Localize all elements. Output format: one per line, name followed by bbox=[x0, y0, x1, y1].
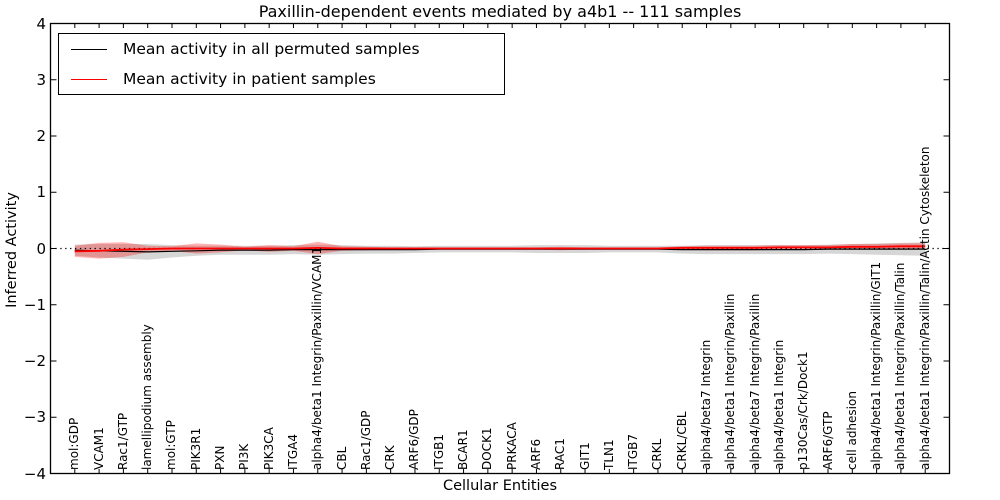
legend-label-permuted: Mean activity in all permuted samples bbox=[123, 40, 420, 58]
x-tick-label: alpha4/beta1 Integrin bbox=[771, 339, 786, 470]
x-tick-label: mol:GTP bbox=[164, 419, 179, 470]
x-tick-label: ITGB7 bbox=[626, 433, 641, 470]
x-tick-label: PXN bbox=[213, 445, 228, 470]
x-tick-label: PI3K bbox=[237, 443, 252, 470]
x-tick-label: DOCK1 bbox=[480, 426, 495, 470]
x-tick-label: PIK3CA bbox=[261, 426, 276, 470]
x-tick-label: lamellipodium assembly bbox=[140, 323, 155, 470]
x-tick-label: ARF6/GDP bbox=[407, 408, 422, 470]
x-tick-label: alpha4/beta7 Integrin bbox=[699, 339, 714, 470]
x-axis-label: Cellular Entities bbox=[442, 478, 558, 494]
legend-line-sample-permuted bbox=[71, 48, 107, 50]
y-tick-label: 4 bbox=[36, 14, 46, 33]
x-tick-label: TLN1 bbox=[601, 438, 616, 470]
x-tick-label: alpha4/beta1 Integrin/Paxillin/GIT1 bbox=[869, 261, 884, 470]
y-tick-label: 0 bbox=[36, 239, 46, 258]
x-tick-label: p130Cas/Crk/Dock1 bbox=[796, 350, 811, 470]
legend-item-permuted: Mean activity in all permuted samples bbox=[59, 37, 504, 61]
x-tick-label: CRKL bbox=[650, 438, 665, 470]
mean-line-series-1 bbox=[74, 245, 926, 253]
x-tick-label: CRKL/CBL bbox=[674, 410, 689, 470]
x-tick-label: ITGB1 bbox=[431, 433, 446, 470]
chart-title: Paxillin-dependent events mediated by a4… bbox=[258, 2, 742, 21]
y-tick-label: −2 bbox=[23, 352, 46, 370]
x-tick-label: alpha4/beta1 Integrin/Paxillin/Talin/Act… bbox=[917, 146, 932, 470]
x-tick-label: ARF6 bbox=[528, 438, 543, 470]
x-tick-label: CBL bbox=[334, 446, 349, 470]
y-tick-label: 1 bbox=[36, 183, 46, 202]
x-tick-label: mol:GDP bbox=[67, 417, 82, 470]
x-tick-label: ITGA4 bbox=[285, 433, 300, 470]
x-tick-label: PIK3R1 bbox=[188, 427, 203, 470]
y-tick-label: 3 bbox=[36, 70, 46, 89]
x-tick-label: alpha4/beta1 Integrin/Paxillin bbox=[723, 293, 738, 470]
y-tick-label: −4 bbox=[23, 464, 46, 483]
x-tick-label: VCAM1 bbox=[91, 426, 106, 470]
x-tick-label: alpha4/beta1 Integrin/Paxillin/Talin bbox=[893, 262, 908, 470]
legend: Mean activity in all permuted samples Me… bbox=[58, 33, 505, 95]
x-tick-label: alpha4/beta1 Integrin/Paxillin/VCAM1 bbox=[310, 246, 325, 470]
x-tick-label: GIT1 bbox=[577, 441, 592, 470]
x-tick-label: CRK bbox=[383, 444, 398, 470]
x-tick-label: alpha4/beta7 Integrin/Paxillin bbox=[747, 293, 762, 470]
x-tick-label: ARF6/GTP bbox=[820, 410, 835, 470]
y-tick-label: 2 bbox=[36, 127, 46, 145]
x-tick-label: Rac1/GDP bbox=[358, 410, 373, 470]
x-tick-label: BCAR1 bbox=[456, 428, 471, 470]
x-tick-label: Rac1/GTP bbox=[115, 412, 130, 470]
y-tick-label: −1 bbox=[23, 295, 46, 314]
band-series-1 bbox=[74, 241, 926, 259]
legend-line-sample-patient bbox=[71, 78, 107, 80]
y-tick-label: −3 bbox=[23, 408, 46, 427]
x-tick-label: PRKACA bbox=[504, 421, 519, 470]
x-tick-label: RAC1 bbox=[553, 437, 568, 470]
legend-item-patient: Mean activity in patient samples bbox=[59, 67, 504, 91]
x-tick-label: cell adhesion bbox=[844, 390, 859, 470]
legend-label-patient: Mean activity in patient samples bbox=[123, 70, 376, 88]
band-series-0 bbox=[74, 242, 926, 260]
